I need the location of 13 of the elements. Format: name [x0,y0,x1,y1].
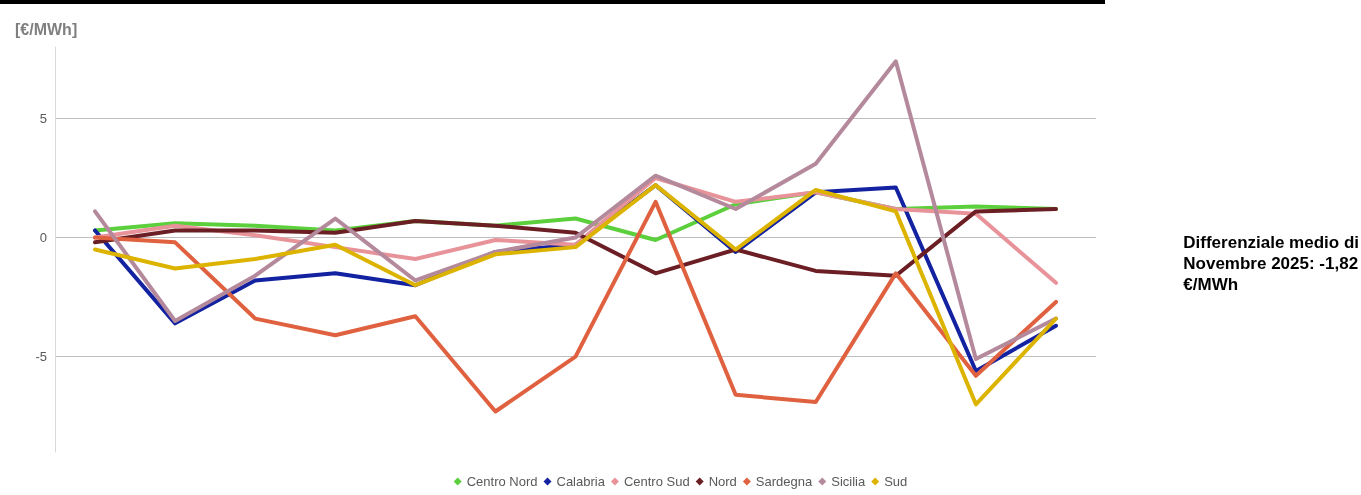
legend-label: Sud [884,474,908,489]
legend-label: Sicilia [831,474,866,489]
text: Differenziale medio di Novembre 2025: -1,82 €/MWh [1183,233,1359,294]
legend-label: Calabria [556,474,606,489]
legend-label: Centro Nord [466,474,538,489]
legend-label: Centro Sud [623,474,690,489]
legend-label: Nord [708,474,737,489]
line-series [93,207,1058,278]
y-tick-label: 0 [39,230,47,246]
y-axis-title: [€/MWh] [15,20,78,38]
y-tick-label: 5 [39,110,47,126]
legend-label: Sardegna [755,474,813,489]
y-tick-label: -5 [35,349,47,365]
